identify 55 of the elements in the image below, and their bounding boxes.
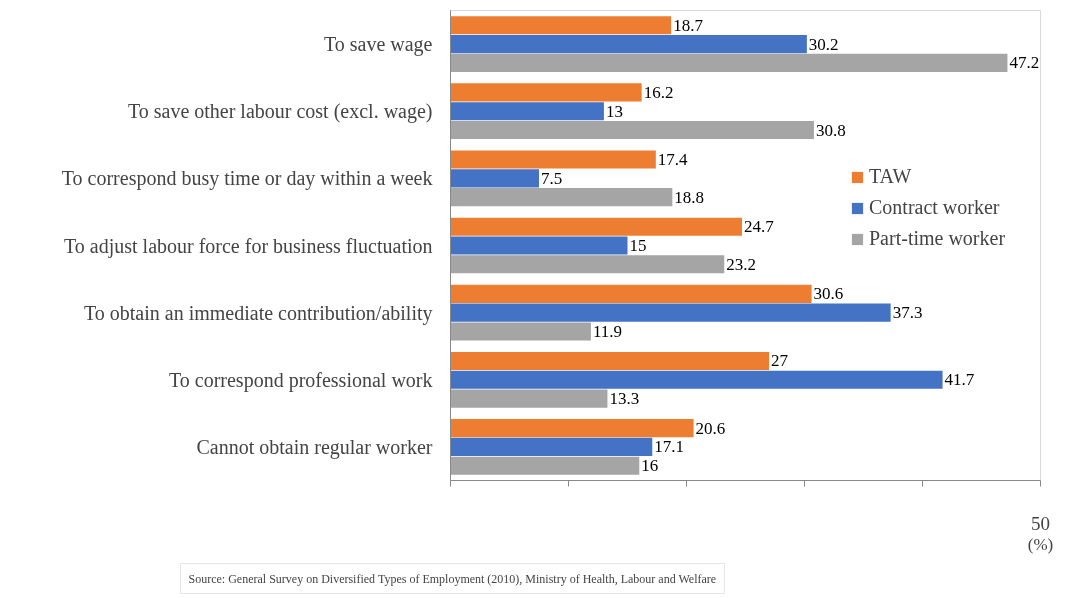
data-label: 16.2 bbox=[643, 82, 674, 102]
data-label: 7.5 bbox=[541, 168, 563, 188]
y-tick-label: To correspond busy time or day within a week bbox=[61, 167, 433, 191]
data-label: 23.2 bbox=[726, 254, 757, 274]
data-label: 11.9 bbox=[592, 321, 623, 341]
bar bbox=[450, 150, 656, 169]
data-label: 47.2 bbox=[1009, 53, 1040, 73]
data-label: 20.6 bbox=[695, 418, 726, 438]
bar bbox=[450, 351, 770, 371]
data-label: 30.6 bbox=[813, 284, 844, 304]
data-label: 16 bbox=[641, 456, 659, 476]
bar bbox=[450, 102, 604, 121]
bar bbox=[450, 284, 812, 303]
data-label: 30.2 bbox=[808, 34, 839, 54]
bar bbox=[450, 16, 672, 35]
data-label: 24.7 bbox=[743, 217, 775, 237]
bar bbox=[450, 236, 628, 255]
bar bbox=[450, 437, 653, 456]
legend-label: Part-time worker bbox=[869, 227, 1006, 250]
y-tick-label: To adjust labour force for business fluctuation bbox=[63, 234, 433, 258]
bar bbox=[450, 120, 814, 140]
bar bbox=[450, 389, 608, 408]
bar bbox=[450, 456, 640, 475]
bar bbox=[450, 303, 891, 322]
data-label: 30.8 bbox=[815, 120, 846, 140]
data-label: 18.8 bbox=[674, 187, 705, 207]
bar bbox=[450, 419, 694, 438]
data-label: 13 bbox=[605, 101, 623, 121]
bar bbox=[450, 322, 591, 341]
data-label: 18.7 bbox=[673, 15, 704, 35]
bar bbox=[450, 370, 943, 389]
data-label: 17.4 bbox=[657, 150, 689, 170]
y-tick-label: Cannot obtain regular worker bbox=[196, 435, 433, 459]
data-label: 37.3 bbox=[892, 303, 923, 323]
data-label: 17.1 bbox=[654, 437, 685, 457]
data-label: 27 bbox=[771, 351, 789, 371]
bar bbox=[450, 188, 673, 207]
bar bbox=[450, 53, 1008, 72]
legend-label: TAW bbox=[869, 165, 912, 188]
y-tick-label: To save other labour cost (excl. wage) bbox=[127, 100, 433, 124]
bar bbox=[450, 35, 807, 54]
x-tick-label: 50 bbox=[1031, 512, 1050, 534]
data-label: 13.3 bbox=[609, 389, 640, 409]
legend-label: Contract worker bbox=[869, 196, 1000, 219]
data-label: 41.7 bbox=[944, 370, 975, 390]
y-tick-label: To obtain an immediate contribution/ability bbox=[83, 301, 433, 325]
bar bbox=[450, 217, 742, 236]
y-tick-label: To correspond professional work bbox=[168, 368, 433, 392]
bar bbox=[450, 255, 725, 274]
bar bbox=[450, 169, 539, 188]
bar bbox=[450, 83, 642, 102]
data-label: 15 bbox=[629, 236, 647, 255]
x-axis-title: (%) bbox=[1027, 534, 1054, 554]
source-note: Source: General Survey on Diversified Types of Employment (2010), Ministry of Health, Labour and Welfare bbox=[188, 571, 717, 586]
y-tick-label: To save wage bbox=[323, 33, 433, 57]
